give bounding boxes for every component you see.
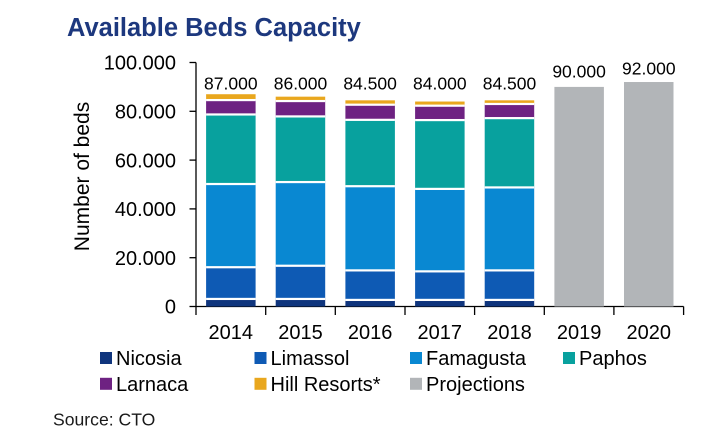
svg-text:Projections: Projections	[426, 374, 525, 396]
svg-text:0: 0	[165, 297, 176, 319]
svg-text:Source: CTO: Source: CTO	[53, 410, 155, 430]
svg-text:Paphos: Paphos	[579, 348, 647, 370]
svg-text:2016: 2016	[348, 322, 393, 344]
svg-text:40.000: 40.000	[115, 199, 176, 221]
svg-text:2015: 2015	[278, 322, 323, 344]
svg-text:20.000: 20.000	[115, 248, 176, 270]
svg-text:2018: 2018	[487, 322, 532, 344]
svg-text:92.000: 92.000	[622, 58, 676, 78]
svg-text:80.000: 80.000	[115, 102, 176, 124]
svg-text:Available Beds Capacity: Available Beds Capacity	[67, 14, 362, 42]
svg-text:84.500: 84.500	[483, 74, 537, 94]
svg-text:2020: 2020	[627, 322, 672, 344]
svg-text:Nicosia: Nicosia	[116, 348, 182, 370]
svg-text:Number of beds: Number of beds	[71, 102, 94, 251]
svg-text:2014: 2014	[209, 322, 254, 344]
svg-text:2019: 2019	[557, 322, 602, 344]
svg-text:87.000: 87.000	[204, 74, 258, 94]
svg-text:84.000: 84.000	[413, 74, 467, 94]
svg-text:Hill Resorts*: Hill Resorts*	[271, 374, 381, 396]
svg-text:Famagusta: Famagusta	[426, 348, 527, 370]
svg-text:Larnaca: Larnaca	[116, 374, 189, 396]
svg-text:60.000: 60.000	[115, 150, 176, 172]
svg-text:Limassol: Limassol	[271, 348, 350, 370]
svg-text:2017: 2017	[418, 322, 463, 344]
svg-text:84.500: 84.500	[343, 74, 397, 94]
svg-text:100.000: 100.000	[104, 53, 176, 75]
svg-text:86.000: 86.000	[274, 74, 328, 94]
svg-text:90.000: 90.000	[552, 61, 606, 81]
